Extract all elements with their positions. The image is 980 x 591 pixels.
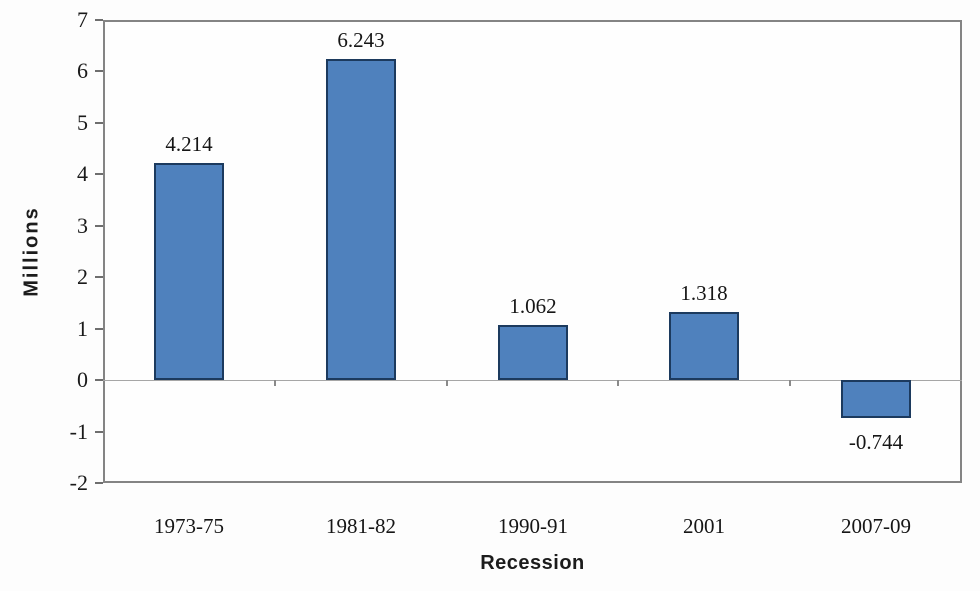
bar-value-label: 1.318 (680, 281, 728, 305)
bar-value-label: 6.243 (337, 28, 385, 52)
y-axis-tick (95, 276, 103, 278)
y-tick-label: 7 (77, 7, 88, 32)
x-tick-label: 2001 (683, 514, 725, 538)
x-tick-label: 1981-82 (326, 514, 396, 538)
x-tick-label: 1973-75 (154, 514, 224, 538)
y-axis-tick (95, 19, 103, 21)
y-tick-label: 4 (77, 161, 88, 187)
bar (154, 163, 224, 380)
y-axis-tick (95, 328, 103, 330)
y-axis-tick (95, 173, 103, 175)
y-tick-label: 3 (77, 212, 88, 238)
y-axis-title: Millions (20, 206, 43, 297)
x-axis-tick (274, 380, 276, 386)
y-axis-tick (95, 482, 103, 484)
y-axis-tick (95, 379, 103, 381)
y-tick-label: 0 (77, 367, 88, 393)
y-tick-label: 2 (77, 264, 88, 290)
x-tick-label: 1990-91 (498, 514, 568, 538)
y-axis-tick (95, 225, 103, 227)
bar-value-label: 4.214 (165, 132, 213, 156)
bar (498, 325, 568, 380)
y-tick-label: 6 (77, 58, 88, 84)
bar-value-label: 1.062 (509, 294, 557, 318)
x-axis-tick (446, 380, 448, 386)
plot-area (103, 20, 962, 483)
y-axis-tick (95, 70, 103, 72)
y-axis-tick (95, 122, 103, 124)
bar (841, 380, 911, 418)
y-tick-label: -1 (69, 418, 88, 444)
x-axis-tick (617, 380, 619, 386)
bar (326, 59, 396, 380)
y-tick-label: -2 (69, 470, 88, 495)
y-axis-tick (95, 431, 103, 433)
x-tick-label: 2007-09 (841, 514, 911, 538)
y-tick-label: 1 (77, 315, 88, 341)
y-tick-label: 5 (77, 109, 88, 135)
x-axis-tick (789, 380, 791, 386)
bar (669, 312, 739, 380)
x-axis-title: Recession (480, 552, 585, 574)
bar-value-label: -0.744 (848, 430, 904, 454)
zero-gridline (103, 380, 962, 381)
